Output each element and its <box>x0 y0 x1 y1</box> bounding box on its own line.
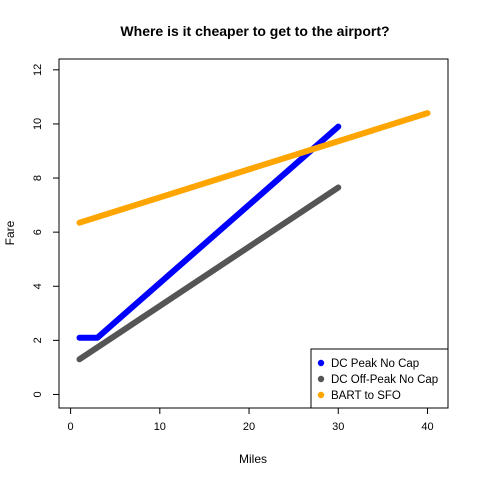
y-tick-label: 10 <box>32 118 44 130</box>
y-tick-label: 4 <box>32 283 44 289</box>
legend-marker <box>317 359 325 367</box>
chart-title: Where is it cheaper to get to the airpor… <box>120 23 389 39</box>
y-tick-label: 8 <box>32 175 44 181</box>
x-tick-label: 30 <box>332 421 344 433</box>
y-tick-label: 0 <box>32 391 44 397</box>
y-tick-label: 12 <box>32 64 44 76</box>
legend-label: DC Off-Peak No Cap <box>331 374 438 386</box>
y-axis-label: Fare <box>3 220 17 245</box>
legend-box <box>310 348 449 409</box>
series-line-0 <box>76 123 342 341</box>
legend: DC Peak No Cap DC Off-Peak No Cap BART to … <box>310 348 449 409</box>
series-line-1 <box>76 184 342 363</box>
x-tick-label: 40 <box>421 421 433 433</box>
legend-marker <box>317 375 325 383</box>
legend-marker <box>317 391 325 399</box>
x-tick-label: 10 <box>154 421 166 433</box>
x-axis-label: Miles <box>239 452 267 466</box>
x-tick-label: 0 <box>68 421 74 433</box>
y-tick-label: 6 <box>32 229 44 235</box>
legend-label: BART to SFO <box>331 390 401 402</box>
y-tick-label: 2 <box>32 337 44 343</box>
x-tick-label: 20 <box>243 421 255 433</box>
x-axis: 0 10 20 30 40 <box>68 407 434 433</box>
series-layer <box>76 110 431 363</box>
y-axis: 0 2 4 6 8 10 12 <box>32 64 60 398</box>
series-line-2 <box>76 110 431 226</box>
legend-label: DC Peak No Cap <box>331 358 419 370</box>
